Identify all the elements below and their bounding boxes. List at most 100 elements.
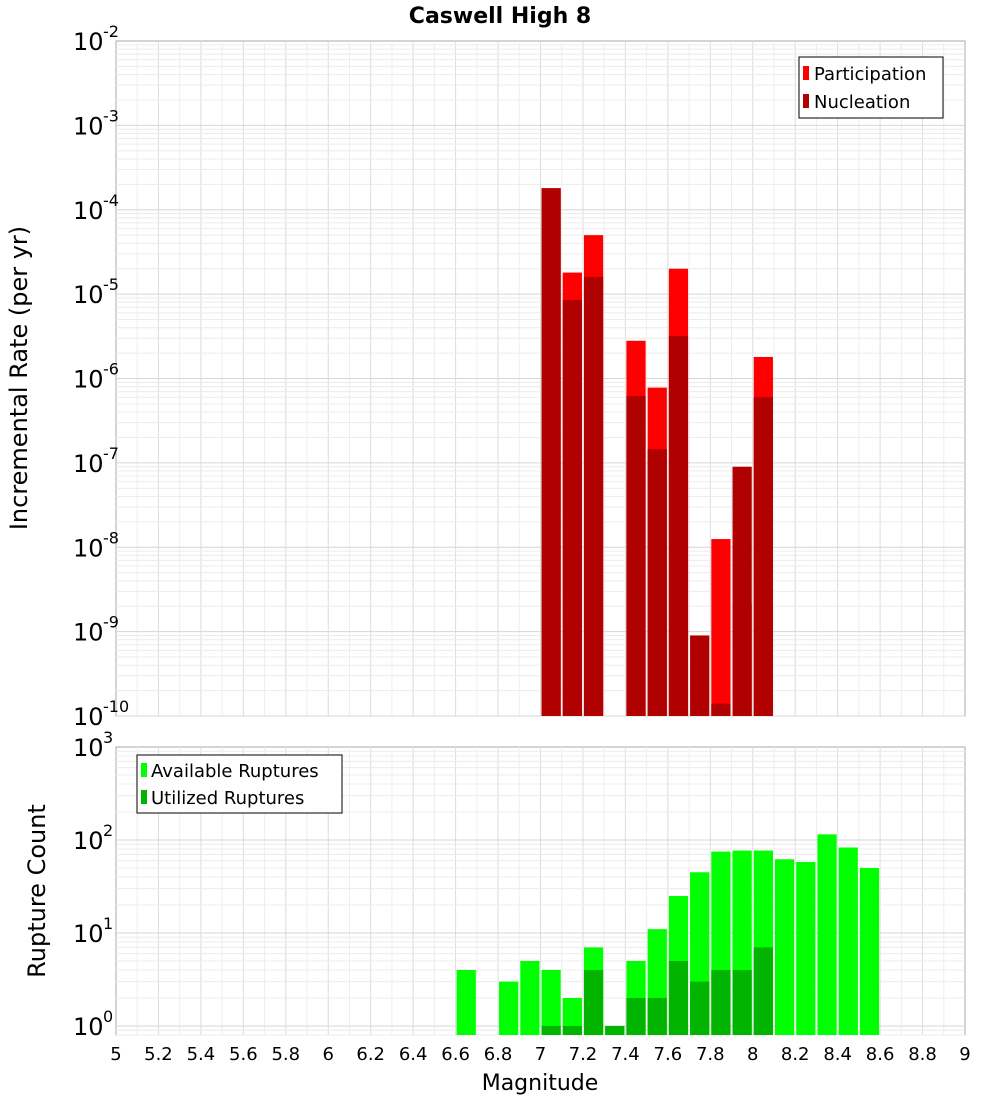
bar-nucleation [541, 188, 561, 717]
y-tick-exponent: 0 [103, 1007, 113, 1026]
bottom-y-axis-label: Rupture Count [23, 804, 51, 978]
y-tick-label: 10 [73, 28, 104, 56]
x-tick-label: 8.6 [866, 1044, 895, 1065]
bar-utilized-ruptures [605, 1025, 625, 1035]
bar-available-ruptures [541, 969, 561, 1035]
top-grid [116, 41, 965, 717]
x-tick-label: 8.2 [781, 1044, 810, 1065]
y-tick-exponent: -10 [103, 697, 129, 716]
x-tick-label: 7.2 [569, 1044, 598, 1065]
y-tick-exponent: -6 [103, 360, 119, 379]
bottom-legend-box [136, 754, 343, 814]
bar-utilized-ruptures [668, 960, 689, 1035]
x-tick-label: 6.8 [484, 1044, 513, 1065]
bar-utilized-ruptures [711, 969, 731, 1035]
y-tick-label: 10 [73, 619, 104, 647]
x-tick-label: 7.4 [611, 1044, 640, 1065]
x-tick-label: 8.4 [823, 1044, 852, 1065]
y-tick-exponent: -5 [103, 275, 119, 294]
legend-swatch-utilized [141, 790, 147, 804]
bar-utilized-ruptures [626, 997, 646, 1035]
legend-swatch-participation [803, 66, 809, 80]
y-tick-label: 10 [73, 734, 104, 762]
legend-swatch-available [141, 763, 147, 777]
top-y-ticks: 10-210-310-410-510-610-710-810-910-10 [73, 22, 129, 731]
y-tick-label: 10 [73, 281, 104, 309]
x-tick-label: 5.6 [229, 1044, 258, 1065]
x-tick-label: 5.8 [271, 1044, 300, 1065]
bottom-legend: Available Ruptures Utilized Ruptures [136, 754, 343, 814]
bar-utilized-ruptures [562, 1025, 582, 1035]
x-tick-label: 5.2 [144, 1044, 173, 1065]
y-tick-exponent: -2 [103, 22, 119, 41]
bar-nucleation [626, 396, 646, 716]
bar-nucleation [562, 300, 582, 716]
legend-label-participation: Participation [814, 64, 926, 85]
y-tick-label: 10 [73, 450, 104, 478]
bar-available-ruptures [456, 969, 476, 1035]
y-tick-label: 10 [73, 366, 104, 394]
bar-utilized-ruptures [647, 997, 667, 1035]
x-tick-label: 7.8 [696, 1044, 725, 1065]
x-tick-label: 6.2 [356, 1044, 385, 1065]
bar-nucleation [668, 335, 689, 716]
y-tick-label: 10 [73, 703, 104, 731]
y-tick-exponent: 3 [103, 728, 113, 747]
bar-available-ruptures [838, 847, 858, 1035]
bar-nucleation [732, 466, 752, 716]
bar-available-ruptures [499, 981, 519, 1035]
bar-participation [711, 539, 731, 716]
y-tick-label: 10 [73, 1013, 104, 1041]
x-tick-label: 6.4 [399, 1044, 428, 1065]
x-tick-label: 7.6 [654, 1044, 683, 1065]
x-tick-label: 5.4 [187, 1044, 216, 1065]
bar-utilized-ruptures [583, 969, 604, 1035]
bottom-bars [456, 834, 880, 1035]
bottom-x-ticks: 5 5.2 5.4 5.6 5.8 6 6.2 6.4 6.6 6.8 7 7.2 7.4 7.6 7.8 8… [110, 1044, 970, 1065]
x-tick-label: 5 [110, 1044, 121, 1065]
top-legend: Participation Nucleation [798, 56, 944, 119]
x-tick-label: 8 [747, 1044, 758, 1065]
bottom-grid [116, 747, 965, 1036]
chart-title: Caswell High 8 [409, 4, 591, 29]
bar-nucleation [753, 397, 773, 716]
y-tick-exponent: 2 [103, 821, 113, 840]
bar-utilized-ruptures [753, 947, 773, 1035]
bar-available-ruptures [796, 861, 816, 1035]
y-tick-exponent: -3 [103, 106, 119, 125]
x-axis-label: Magnitude [482, 1071, 599, 1096]
x-tick-label: 6.6 [441, 1044, 470, 1065]
bar-available-ruptures [859, 867, 880, 1035]
top-panel: 10-210-310-410-510-610-710-810-910-10 In… [5, 22, 966, 731]
y-tick-label: 10 [73, 534, 104, 562]
y-tick-exponent: -9 [103, 613, 119, 632]
bar-utilized-ruptures [690, 981, 710, 1035]
legend-label-available: Available Ruptures [151, 761, 319, 782]
bar-available-ruptures [817, 834, 837, 1035]
x-tick-label: 6 [323, 1044, 334, 1065]
top-y-axis-label: Incremental Rate (per yr) [5, 226, 33, 530]
legend-swatch-nucleation [803, 94, 809, 108]
y-tick-label: 10 [73, 112, 104, 140]
top-legend-box [798, 56, 944, 119]
bar-nucleation [583, 276, 604, 716]
bar-available-ruptures [520, 960, 540, 1035]
bar-available-ruptures [774, 859, 795, 1035]
y-tick-label: 10 [73, 197, 104, 225]
bar-nucleation [690, 635, 710, 716]
y-tick-label: 10 [73, 920, 104, 948]
legend-label-utilized: Utilized Ruptures [151, 788, 304, 809]
y-tick-exponent: -4 [103, 191, 119, 210]
bar-utilized-ruptures [732, 969, 752, 1035]
bar-nucleation [711, 703, 731, 716]
x-tick-label: 9 [959, 1044, 970, 1065]
bar-available-ruptures [562, 997, 582, 1035]
x-tick-label: 7 [535, 1044, 546, 1065]
x-tick-label: 8.8 [908, 1044, 937, 1065]
legend-label-nucleation: Nucleation [814, 92, 910, 113]
y-tick-exponent: -7 [103, 444, 119, 463]
y-tick-exponent: 1 [103, 914, 113, 933]
